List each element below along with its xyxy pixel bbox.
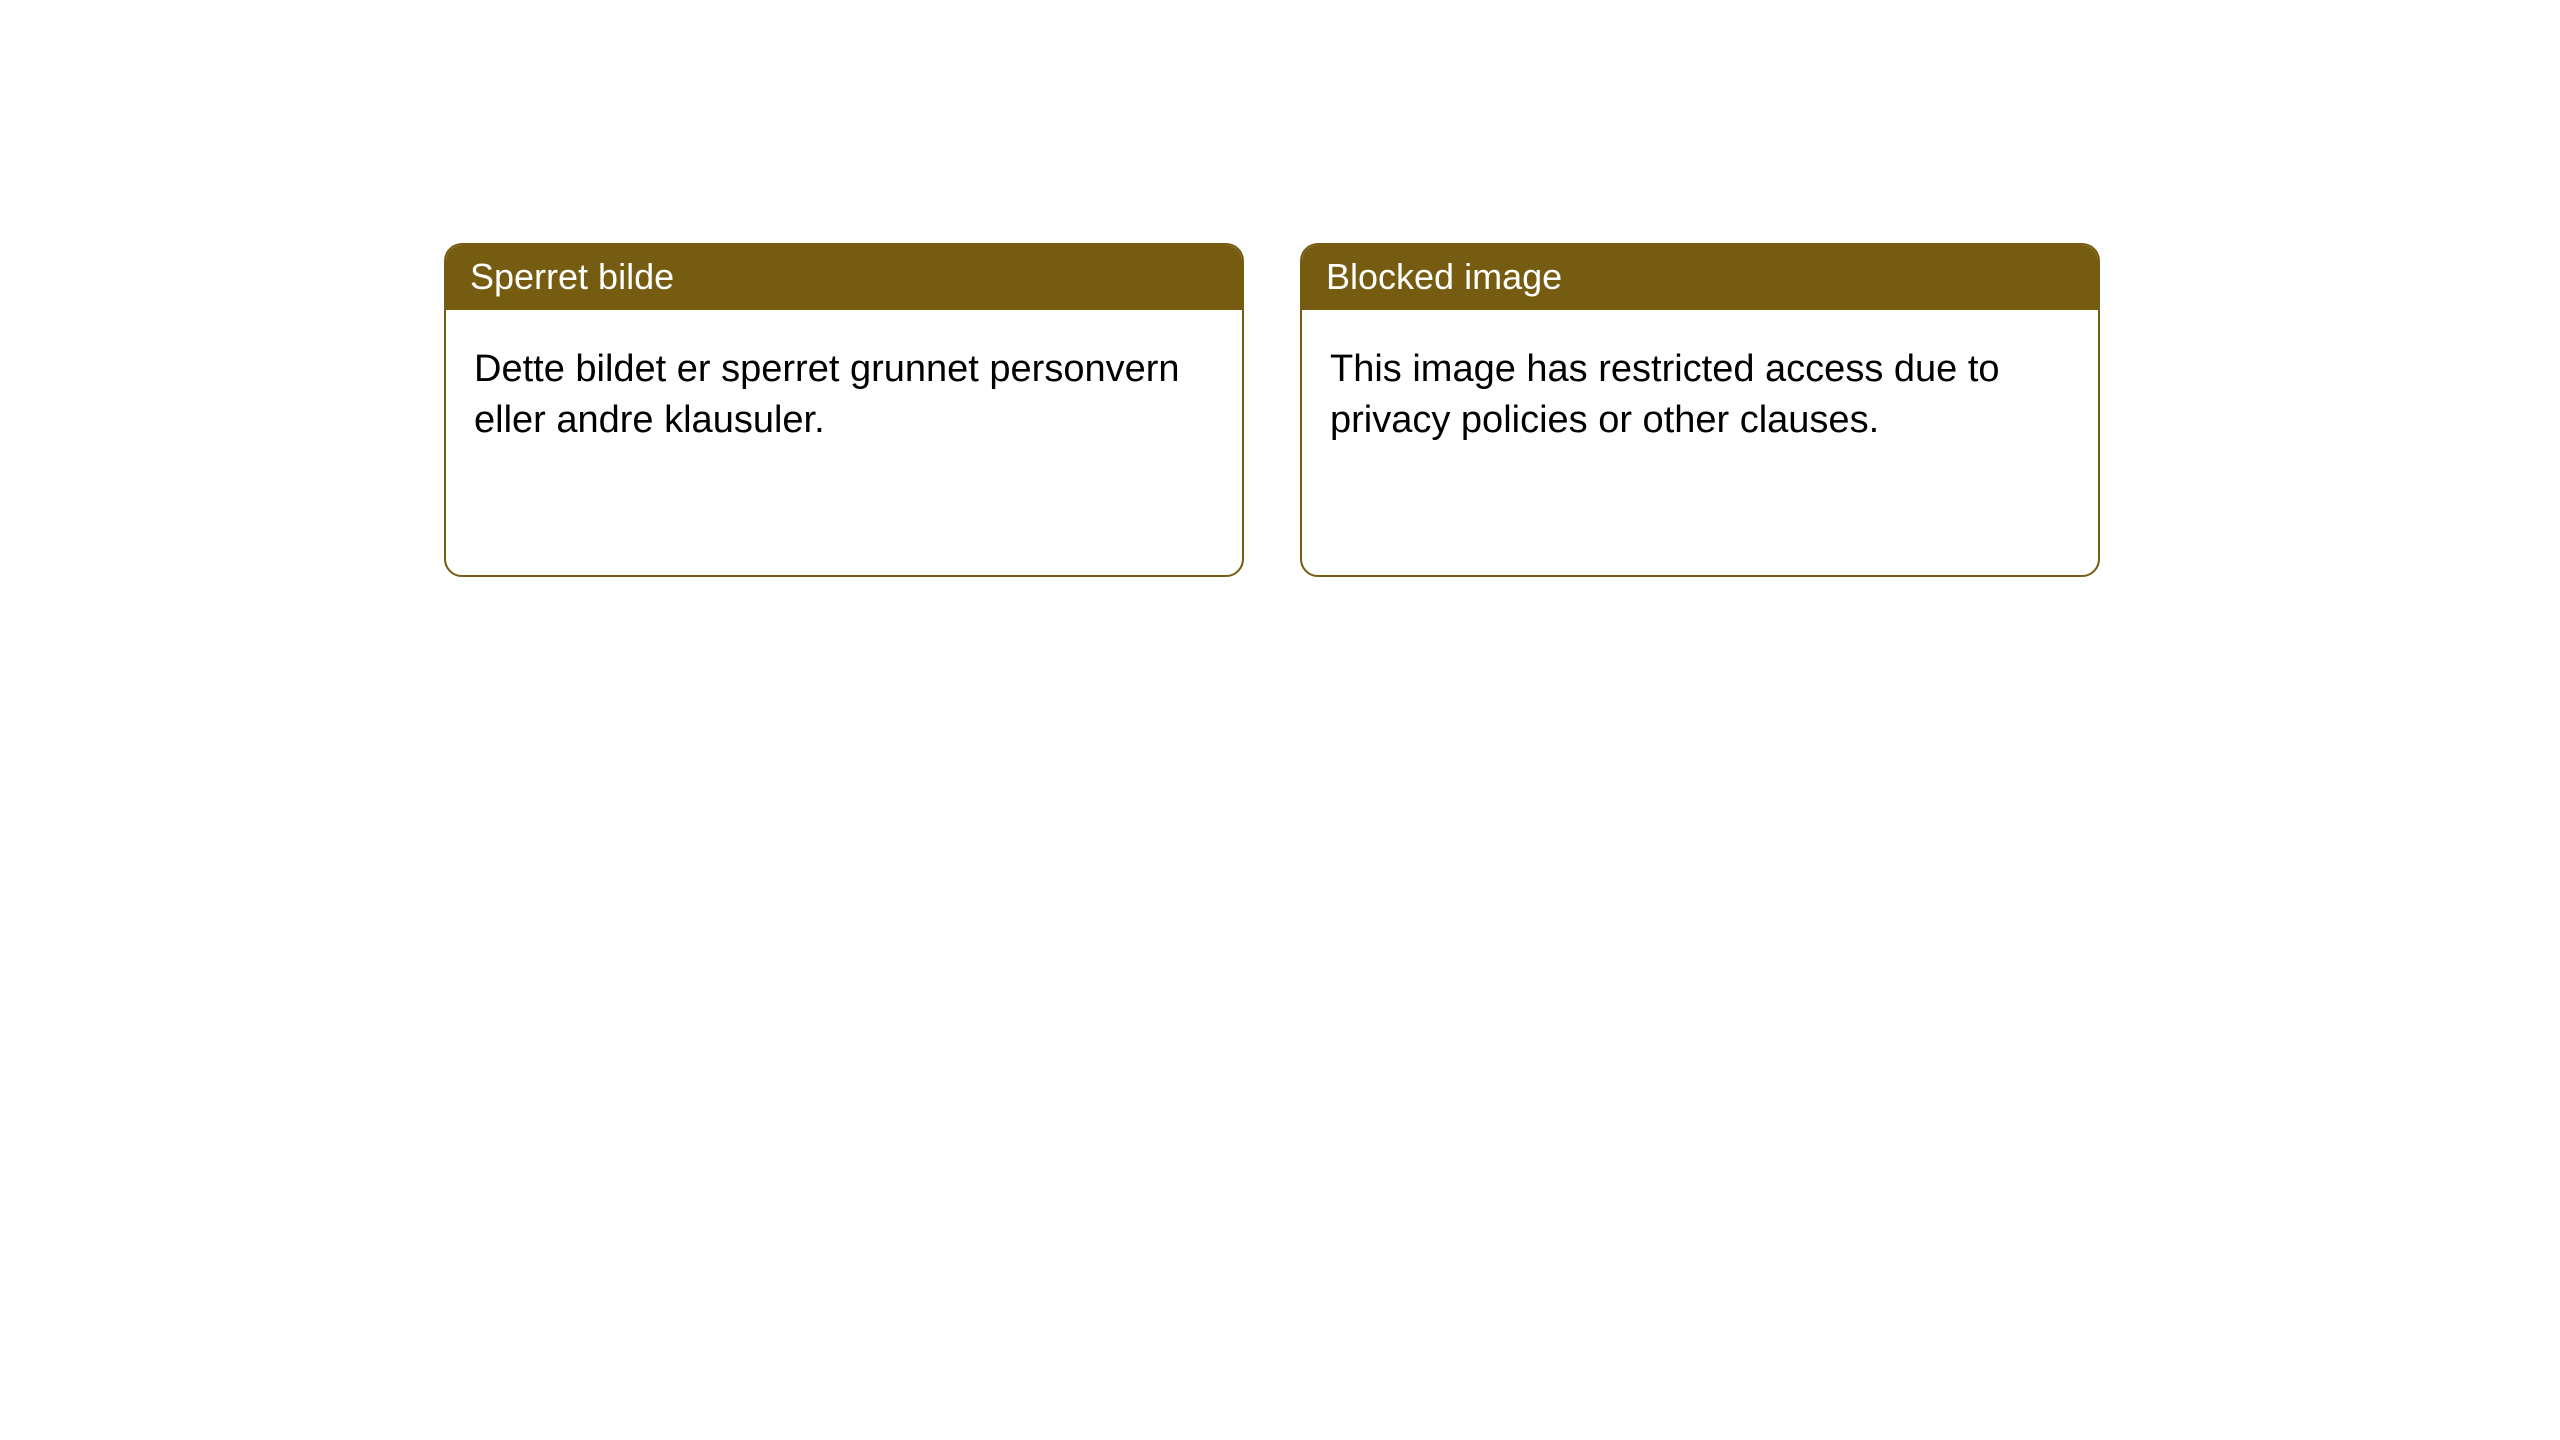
notice-header: Blocked image — [1302, 245, 2098, 310]
notice-box-english: Blocked image This image has restricted … — [1300, 243, 2100, 577]
notice-body-text: This image has restricted access due to … — [1330, 348, 2000, 441]
notice-header: Sperret bilde — [446, 245, 1242, 310]
notice-body: Dette bildet er sperret grunnet personve… — [446, 310, 1242, 475]
notice-body-text: Dette bildet er sperret grunnet personve… — [474, 348, 1180, 441]
notice-title: Sperret bilde — [470, 256, 674, 297]
notice-body: This image has restricted access due to … — [1302, 310, 2098, 475]
notice-container: Sperret bilde Dette bildet er sperret gr… — [444, 243, 2100, 577]
notice-box-norwegian: Sperret bilde Dette bildet er sperret gr… — [444, 243, 1244, 577]
notice-title: Blocked image — [1326, 256, 1562, 297]
